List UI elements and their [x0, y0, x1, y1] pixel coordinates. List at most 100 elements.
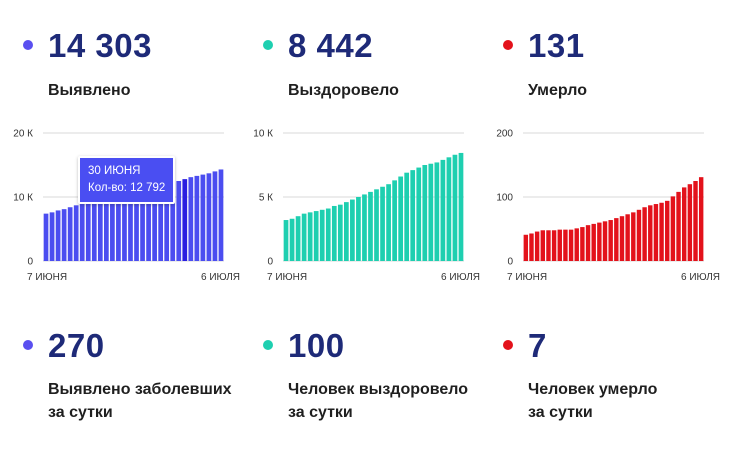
bar[interactable] [670, 196, 676, 261]
bar[interactable] [546, 230, 551, 261]
bar[interactable] [568, 229, 574, 261]
bar[interactable] [619, 216, 625, 261]
bar[interactable] [128, 192, 133, 261]
bar[interactable] [574, 228, 579, 261]
bar[interactable] [428, 163, 434, 261]
bar[interactable] [91, 201, 97, 261]
bar[interactable] [452, 154, 458, 261]
bar[interactable] [295, 216, 301, 261]
x-tick-label-end: 6 ИЮЛЯ [441, 272, 480, 283]
bar[interactable] [392, 180, 397, 261]
bar[interactable] [176, 181, 182, 261]
bar[interactable] [434, 162, 440, 261]
daily-confirmed-value: 270 [48, 327, 105, 364]
bar[interactable] [122, 194, 127, 261]
bar[interactable] [682, 187, 687, 261]
daily-confirmed-dot-icon [23, 340, 33, 350]
bar[interactable] [422, 165, 428, 261]
bar[interactable] [362, 194, 367, 261]
bar[interactable] [104, 198, 109, 261]
bar[interactable] [529, 233, 534, 261]
bar[interactable] [200, 174, 206, 261]
x-tick-label-start: 7 ИЮНЯ [507, 272, 547, 283]
bar[interactable] [337, 204, 343, 261]
deaths-label: Умерло [528, 82, 587, 99]
confirmed-chart[interactable]: 0 10 К 20 К 7 ИЮНЯ 6 ИЮЛЯ [0, 122, 240, 284]
bar[interactable] [458, 152, 464, 261]
bar[interactable] [73, 205, 79, 261]
bar[interactable] [134, 191, 139, 261]
bar[interactable] [331, 205, 337, 261]
bar[interactable] [97, 200, 103, 261]
bar[interactable] [416, 167, 422, 261]
bar[interactable] [687, 184, 693, 261]
bar[interactable] [597, 222, 602, 261]
bar[interactable] [212, 171, 218, 261]
bar[interactable] [307, 212, 313, 261]
bar[interactable] [398, 176, 404, 261]
bar[interactable] [146, 187, 151, 261]
bar[interactable] [614, 218, 619, 261]
bar[interactable] [698, 177, 704, 261]
bar[interactable] [540, 230, 545, 261]
bar[interactable] [49, 212, 55, 261]
bar[interactable] [404, 172, 410, 261]
bar[interactable] [591, 223, 596, 261]
bar[interactable] [164, 183, 170, 261]
bar[interactable] [368, 191, 373, 261]
bar[interactable] [218, 169, 224, 261]
bar[interactable] [55, 210, 61, 261]
bar[interactable] [79, 204, 85, 261]
bar[interactable] [110, 197, 115, 261]
bar[interactable] [206, 173, 212, 261]
bar[interactable] [676, 191, 681, 261]
bar[interactable] [170, 182, 176, 261]
bar[interactable] [61, 209, 67, 261]
bar[interactable] [410, 170, 416, 261]
bar[interactable] [140, 189, 145, 261]
bar[interactable] [116, 196, 121, 261]
bar[interactable] [283, 220, 289, 261]
bar[interactable] [158, 184, 164, 261]
bar[interactable] [386, 184, 391, 261]
bar[interactable] [563, 229, 568, 261]
bar[interactable] [152, 186, 157, 261]
bar[interactable] [585, 225, 591, 261]
deaths-chart[interactable]: 0 100 200 7 ИЮНЯ 6 ИЮЛЯ [480, 122, 720, 284]
bar[interactable] [693, 181, 698, 261]
bar[interactable] [356, 197, 361, 261]
bar[interactable] [551, 230, 557, 261]
bar[interactable] [602, 221, 608, 261]
bar[interactable] [67, 207, 73, 261]
bar[interactable] [344, 202, 349, 261]
recovered-chart[interactable]: 0 5 К 10 К 7 ИЮНЯ 6 ИЮЛЯ [240, 122, 480, 284]
bar[interactable] [636, 209, 642, 261]
bar[interactable] [85, 202, 91, 261]
bar[interactable] [194, 175, 200, 261]
bar[interactable] [534, 231, 540, 261]
bar[interactable] [580, 227, 585, 261]
bar[interactable] [665, 200, 670, 261]
bar[interactable] [642, 207, 647, 261]
bar[interactable] [523, 234, 529, 261]
bar[interactable] [43, 213, 49, 261]
bar[interactable] [188, 177, 194, 261]
bar[interactable] [325, 208, 331, 261]
bar[interactable] [319, 209, 325, 261]
bar[interactable] [374, 189, 379, 261]
bar[interactable] [446, 157, 452, 261]
bar[interactable] [380, 186, 385, 261]
bar[interactable] [648, 205, 653, 261]
bar[interactable] [301, 213, 307, 261]
bar[interactable] [659, 202, 664, 261]
bar[interactable] [182, 179, 188, 261]
bar[interactable] [289, 218, 295, 261]
bar[interactable] [631, 212, 636, 261]
bar[interactable] [350, 199, 355, 261]
bar[interactable] [608, 220, 613, 261]
bar[interactable] [625, 214, 630, 261]
bar[interactable] [653, 204, 659, 261]
bar[interactable] [440, 159, 446, 261]
bar[interactable] [557, 229, 562, 261]
bar[interactable] [313, 211, 319, 261]
